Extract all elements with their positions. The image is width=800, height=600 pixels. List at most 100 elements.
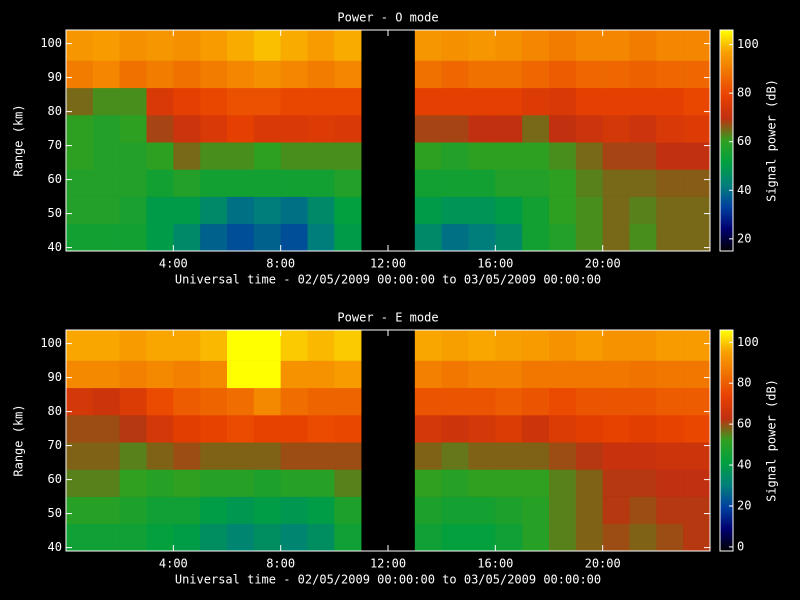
- heat-cell: [522, 496, 550, 525]
- heat-cell: [200, 496, 228, 525]
- heat-cell: [66, 87, 94, 116]
- heat-cell: [92, 60, 120, 89]
- heat-cell: [66, 115, 94, 143]
- heat-cell: [119, 387, 147, 416]
- heat-cell: [522, 115, 550, 143]
- heat-cell: [602, 415, 630, 443]
- heat-cell: [522, 469, 550, 497]
- heat-cell: [334, 387, 362, 416]
- heat-cell: [280, 30, 308, 61]
- y-axis-label: Range (km): [12, 104, 26, 176]
- heat-cell: [173, 30, 201, 61]
- heat-cell: [227, 115, 255, 143]
- y-tick-label: 90: [48, 70, 62, 84]
- heat-cell: [629, 387, 657, 416]
- heat-cell: [66, 442, 94, 470]
- heat-cell: [200, 223, 228, 252]
- heat-cell: [173, 523, 201, 552]
- heat-cell: [146, 469, 174, 497]
- heat-cell: [549, 469, 577, 497]
- heat-cell: [414, 87, 442, 116]
- heat-cell: [629, 523, 657, 552]
- heat-cell: [629, 469, 657, 497]
- heat-cell: [522, 523, 550, 552]
- heat-cell: [280, 415, 308, 443]
- heat-cell: [549, 142, 577, 170]
- x-tick-label: 16:00: [477, 557, 513, 571]
- heat-cell: [146, 330, 174, 361]
- heat-cell: [414, 60, 442, 89]
- heat-cell: [173, 469, 201, 497]
- heat-cell: [227, 469, 255, 497]
- heat-cell: [468, 523, 496, 552]
- heat-cell: [575, 60, 603, 89]
- heat-cell: [441, 142, 469, 170]
- heat-cell: [280, 330, 308, 361]
- heat-cell: [414, 115, 442, 143]
- heat-cell: [146, 223, 174, 252]
- heat-cell: [227, 169, 255, 197]
- heat-cell: [200, 60, 228, 89]
- heat-cell: [441, 87, 469, 116]
- heat-cell: [414, 469, 442, 497]
- heat-cell: [656, 142, 684, 170]
- y-tick-label: 80: [48, 104, 62, 118]
- heat-cell: [575, 87, 603, 116]
- heat-cell: [280, 496, 308, 525]
- colorbar-label: Signal power (dB): [765, 379, 779, 502]
- heat-cell: [575, 415, 603, 443]
- colorbar-tick-label: 60: [737, 417, 751, 431]
- heat-cell: [602, 387, 630, 416]
- heat-cell: [227, 87, 255, 116]
- y-tick-label: 100: [40, 36, 62, 50]
- heat-cell: [253, 387, 281, 416]
- heat-cell: [522, 196, 550, 225]
- heat-cell: [414, 415, 442, 443]
- heat-cell: [66, 60, 94, 89]
- heat-cell: [575, 223, 603, 252]
- heat-cell: [119, 442, 147, 470]
- heat-cell: [549, 496, 577, 525]
- colorbar-tick-label: 80: [737, 86, 751, 100]
- chart-title: Power - E mode: [337, 311, 438, 325]
- y-tick-label: 80: [48, 404, 62, 418]
- heat-cell: [414, 223, 442, 252]
- heat-cell: [549, 87, 577, 116]
- x-tick-label: 4:00: [159, 557, 188, 571]
- heat-cell: [575, 442, 603, 470]
- heat-cell: [602, 469, 630, 497]
- heat-cell: [522, 87, 550, 116]
- heat-cell: [173, 442, 201, 470]
- heat-cell: [253, 496, 281, 525]
- heat-cell: [629, 442, 657, 470]
- heat-cell: [334, 87, 362, 116]
- heat-cell: [200, 87, 228, 116]
- heat-cell: [173, 496, 201, 525]
- heat-cell: [200, 523, 228, 552]
- heat-cell: [66, 387, 94, 416]
- heat-cell: [119, 196, 147, 225]
- y-tick-label: 60: [48, 172, 62, 186]
- heat-cell: [656, 87, 684, 116]
- heat-cell: [683, 87, 711, 116]
- heat-cell: [280, 360, 308, 389]
- heat-cell: [92, 442, 120, 470]
- heat-cell: [602, 223, 630, 252]
- heat-cell: [227, 223, 255, 252]
- heat-cell: [629, 360, 657, 389]
- heat-cell: [656, 415, 684, 443]
- heat-cell: [92, 142, 120, 170]
- heat-cell: [200, 442, 228, 470]
- heat-cell: [441, 115, 469, 143]
- heat-cell: [334, 442, 362, 470]
- heat-cell: [334, 169, 362, 197]
- heat-cell: [119, 30, 147, 61]
- heat-cell: [66, 196, 94, 225]
- colorbar-tick-label: 20: [737, 231, 751, 245]
- heat-cell: [173, 415, 201, 443]
- heat-cell: [200, 330, 228, 361]
- heat-cell: [602, 87, 630, 116]
- heat-cell: [92, 496, 120, 525]
- heat-cell: [414, 523, 442, 552]
- heat-cell: [468, 469, 496, 497]
